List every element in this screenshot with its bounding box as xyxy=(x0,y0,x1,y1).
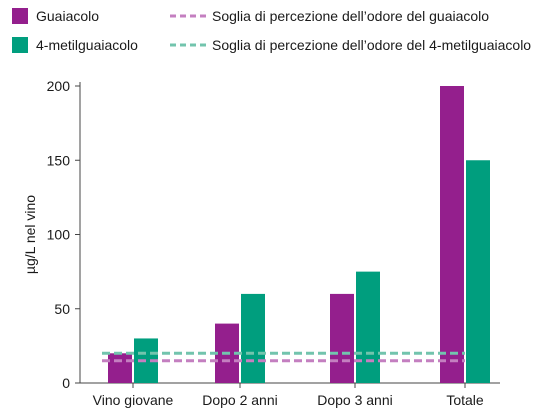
bar-4-metilguaiacolo-3 xyxy=(466,160,490,383)
legend-label-threshold-1: Soglia di percezione dell’odore del 4-me… xyxy=(212,37,531,53)
y-tick-label-2: 100 xyxy=(47,227,71,243)
x-tick-label-0: Vino giovane xyxy=(93,392,174,408)
bar-4-metilguaiacolo-2 xyxy=(356,271,380,383)
legend-swatch-0 xyxy=(12,8,28,24)
legend: Guaiacolo 4-metilguaiacolo Soglia di perce… xyxy=(12,8,531,53)
bar-4-metilguaiacolo-1 xyxy=(241,293,265,383)
bar-guaiacolo-3 xyxy=(440,86,464,383)
y-tick-label-1: 50 xyxy=(54,301,70,317)
y-axis-title: µg/L nel vino xyxy=(22,195,38,274)
y-tick-label-4: 200 xyxy=(47,78,71,94)
bars xyxy=(108,86,490,383)
labels: 0 50 100 150 200 µg/L nel vino Vino giovane Dop… xyxy=(22,78,484,408)
bar-guaiacolo-2 xyxy=(330,293,354,383)
threshold-lines xyxy=(102,351,465,363)
x-tick-label-1: Dopo 2 anni xyxy=(202,392,278,408)
bar-guaiacolo-0 xyxy=(108,353,132,383)
legend-swatch-1 xyxy=(12,37,28,53)
legend-label-threshold-0: Soglia di percezione dell’odore del guai… xyxy=(212,8,489,24)
legend-label-series-0: Guaiacolo xyxy=(36,8,99,24)
x-tick-label-2: Dopo 3 anni xyxy=(317,392,393,408)
legend-label-series-1: 4-metilguaiacolo xyxy=(36,37,138,53)
y-tick-label-3: 150 xyxy=(47,152,71,168)
x-tick-label-3: Totale xyxy=(446,392,484,408)
y-tick-label-0: 0 xyxy=(62,375,70,391)
